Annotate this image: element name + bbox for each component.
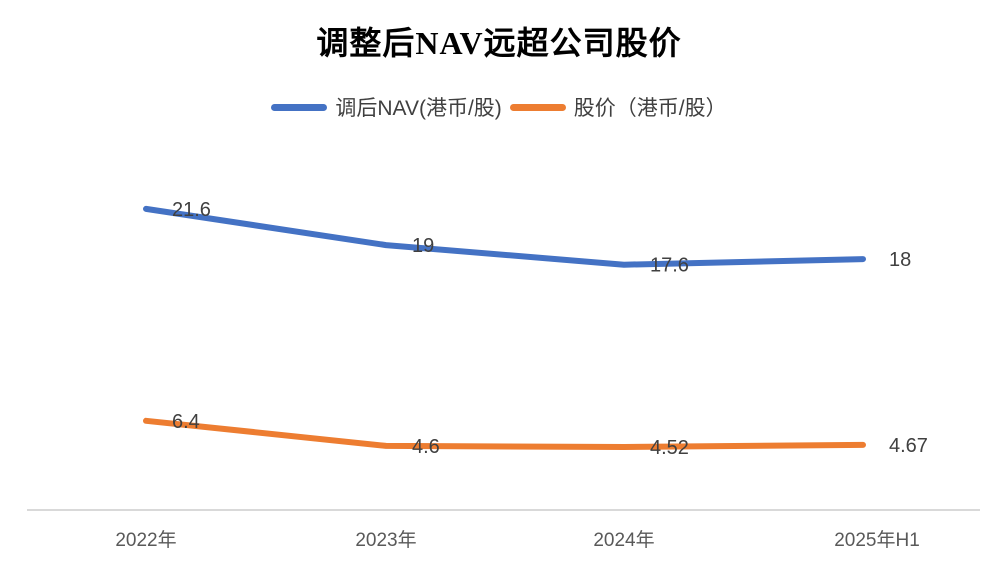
x-axis-label-2: 2024年 [593,529,654,551]
legend-item-adjusted-nav: 调后NAV(港币/股) [271,92,502,122]
legend-label-adjusted-nav: 调后NAV(港币/股) [335,97,502,120]
x-axis-label-3: 2025年H1 [834,529,920,551]
x-axis-label-1: 2023年 [355,529,416,551]
chart-legend: 调后NAV(港币/股) 股价（港币/股） [0,92,998,122]
data-label-series1-pt0: 6.4 [172,411,200,433]
legend-line-swatch-adjusted-nav [271,103,328,111]
x-axis-label-0: 2022年 [115,529,176,551]
data-label-series0-pt0: 21.6 [172,199,211,221]
data-label-series0-pt2: 17.6 [650,255,689,277]
series-line-0 [143,205,866,268]
data-label-series0-pt1: 19 [412,235,434,257]
chart-title: 调整后NAV远超公司股价 [316,25,682,61]
data-label-series1-pt1: 4.6 [412,436,440,458]
legend-line-swatch-share-price [509,103,566,111]
data-label-series1-pt3: 4.67 [889,435,928,457]
data-label-series1-pt2: 4.52 [650,437,689,459]
legend-label-share-price: 股价（港币/股） [573,97,727,120]
series-line-1 [143,417,866,450]
data-label-series0-pt3: 18 [889,249,911,271]
legend-item-share-price: 股价（港币/股） [509,92,727,122]
